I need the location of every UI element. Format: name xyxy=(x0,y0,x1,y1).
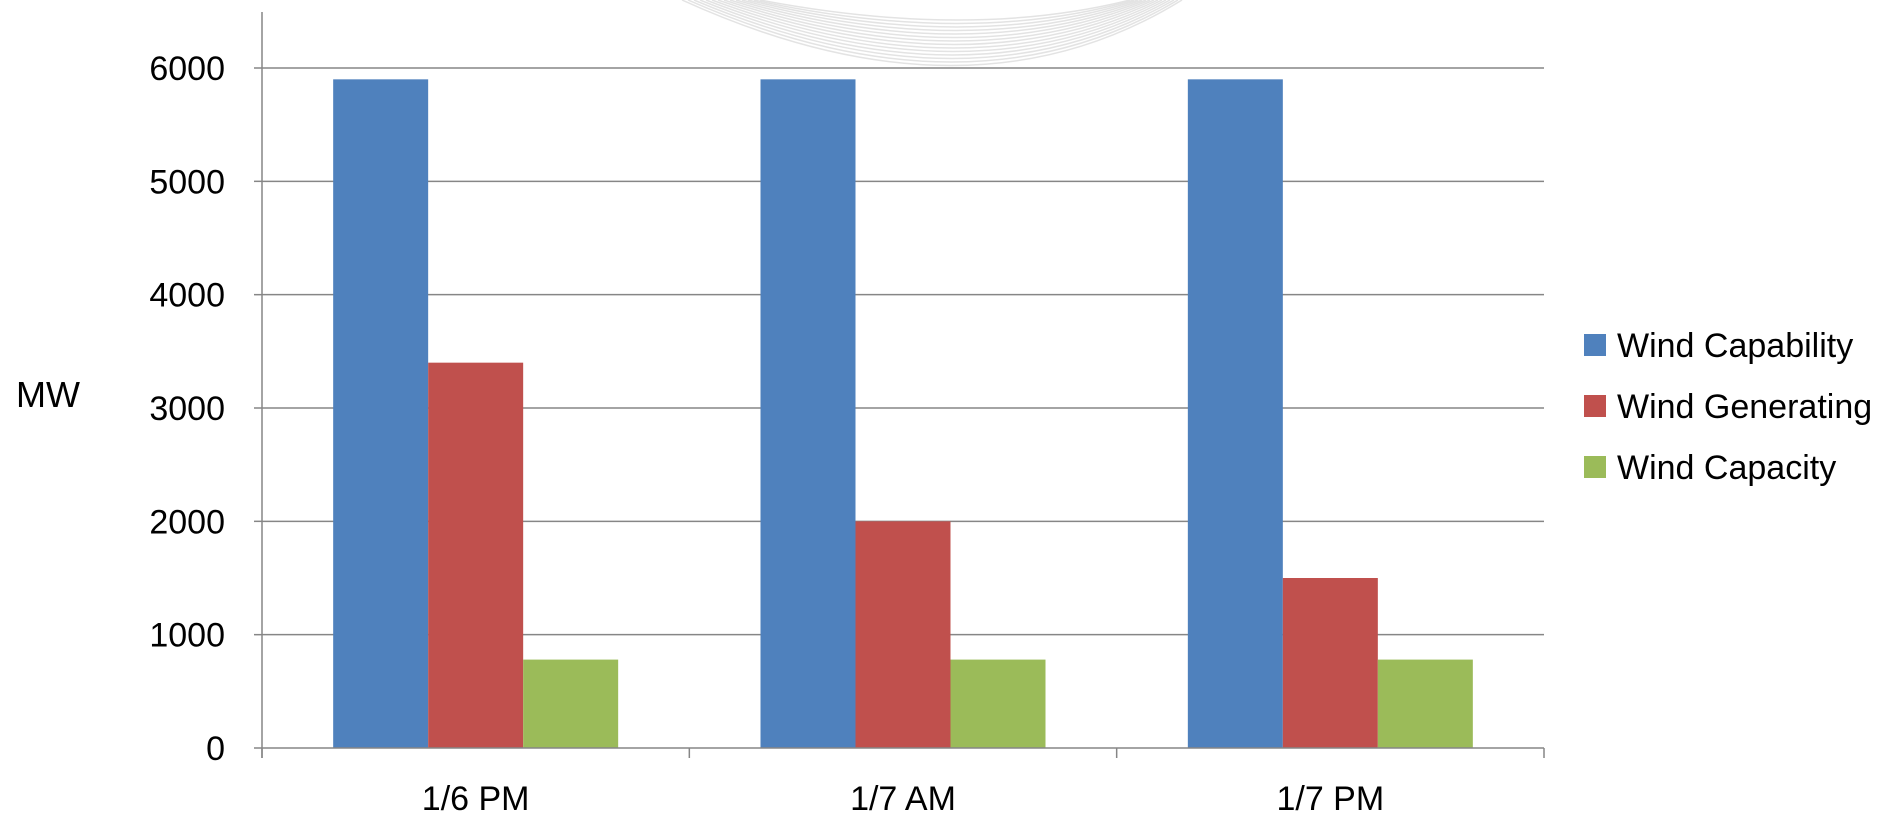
y-tick-label: 4000 xyxy=(149,277,225,315)
bar xyxy=(1282,578,1378,748)
background-watermark-arcs xyxy=(681,0,1183,67)
legend: Wind Capability Wind Generating Wind Capac… xyxy=(1584,327,1872,487)
decorative-arc xyxy=(693,0,1175,60)
x-tick-label: 1/6 PM xyxy=(422,780,530,817)
bar xyxy=(760,79,856,749)
bar xyxy=(1377,659,1473,748)
legend-swatch xyxy=(1584,334,1606,356)
bar xyxy=(333,79,429,749)
decorative-arc xyxy=(687,0,1179,63)
bar xyxy=(428,362,524,748)
decorative-arc xyxy=(717,0,1159,46)
y-tick-label: 2000 xyxy=(149,503,225,541)
decorative-arc xyxy=(753,0,1135,25)
bar xyxy=(950,659,1046,748)
decorative-arc xyxy=(705,0,1167,53)
legend-label: Wind Capability xyxy=(1617,327,1853,365)
y-tick-labels: 0 1000 2000 3000 4000 5000 6000 xyxy=(149,50,225,768)
decorative-arc xyxy=(759,0,1131,21)
decorative-arc xyxy=(711,0,1163,49)
bar xyxy=(855,521,951,748)
legend-label: Wind Capacity xyxy=(1617,449,1836,487)
decorative-arc xyxy=(681,0,1183,67)
legend-label: Wind Generating xyxy=(1617,388,1872,426)
y-tick-label: 0 xyxy=(206,730,225,768)
y-tick-label: 3000 xyxy=(149,390,225,428)
x-tick-labels: 1/6 PM 1/7 AM 1/7 PM xyxy=(422,780,1384,817)
y-tick-label: 6000 xyxy=(149,50,225,88)
legend-swatch xyxy=(1584,395,1606,417)
legend-swatch xyxy=(1584,456,1606,478)
decorative-arc xyxy=(699,0,1171,56)
y-tick-label: 5000 xyxy=(149,163,225,201)
y-tick-label: 1000 xyxy=(149,617,225,655)
bar xyxy=(523,659,619,748)
decorative-arc xyxy=(729,0,1151,39)
decorative-arc xyxy=(735,0,1147,35)
bar xyxy=(1187,79,1283,749)
bars-group xyxy=(333,79,1473,749)
axes-group xyxy=(261,12,1545,758)
y-axis-label: MW xyxy=(16,374,80,415)
x-tick-label: 1/7 PM xyxy=(1276,780,1384,817)
decorative-arc xyxy=(747,0,1139,28)
x-tick-label: 1/7 AM xyxy=(850,780,956,817)
decorative-arc xyxy=(723,0,1155,42)
decorative-arc xyxy=(741,0,1143,32)
